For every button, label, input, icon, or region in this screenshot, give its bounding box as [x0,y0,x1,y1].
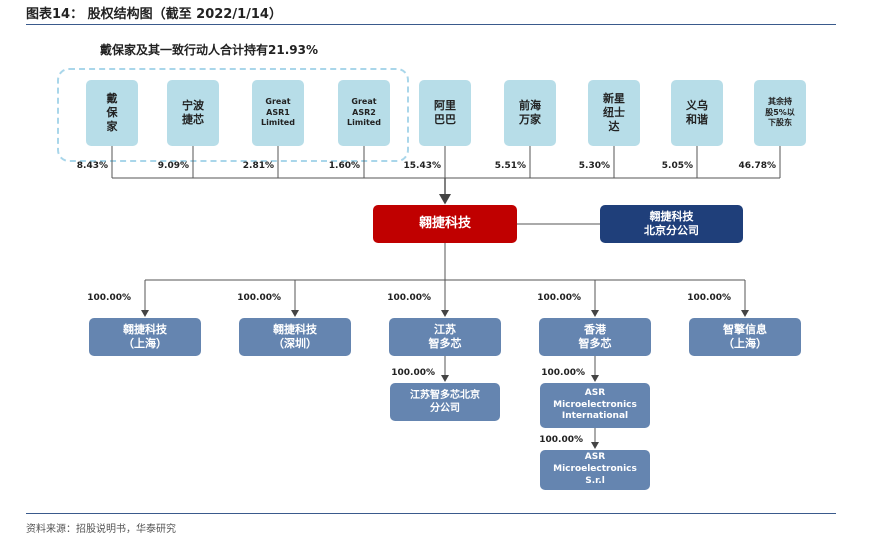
box-line: 戴 [106,91,118,105]
stake-label: 100.00% [541,368,585,378]
title: 图表14： 股权结构图（截至 2022/1/14） [26,7,282,22]
holder-lines [111,146,781,179]
box-line: 智多芯 [428,337,462,350]
box-line: （深圳） [273,337,317,350]
stake-label: 1.60% [328,161,360,171]
box-line: Great [265,97,291,107]
subsidiary-box: 智擎信息 （上海） [689,318,801,356]
box-line: 智擎信息 [723,322,767,336]
subsidiary-box: 香港 智多芯 [539,318,651,356]
box-line: Microelectronics [553,464,637,475]
stake-label: 15.43% [403,161,442,171]
box-line: 新星 [603,91,625,105]
shareholder-box: 戴保家 [86,80,138,146]
box-line: 家 [106,120,118,134]
box-line: 江苏 [434,322,456,336]
box-line: 宁波 [182,98,204,112]
stake-label: 2.81% [242,161,274,171]
stake-label: 100.00% [391,368,435,378]
subsidiary-box: 江苏 智多芯 [389,318,501,356]
subsidiary-box: 翱捷科技 （深圳） [239,318,351,356]
box-line: 香港 [584,322,606,336]
box-line: 阿里 [434,98,456,112]
shareholder-box: 义乌 和谐 [671,80,723,146]
stake-label: 9.09% [157,161,189,171]
box-line: 纽士 [603,105,625,119]
box-line: 股5%以 [765,107,795,117]
box-line: 下股东 [768,118,792,128]
source: 资料来源：招股说明书，华泰研究 [26,524,176,535]
subsidiary-box: 江苏智多芯北京 分公司 [390,383,500,421]
box-line: （上海） [723,337,767,350]
group-label: 戴保家及其一致行动人合计持有21.93% [100,43,318,57]
box-line: 达 [608,120,620,134]
box-line: ASR [584,387,606,398]
shareholder-box: 其余持 股5%以 下股东 [754,80,806,146]
stake-label: 100.00% [537,293,581,303]
shareholder-box: Great ASR1 Limited [252,80,304,146]
box-line: 北京分公司 [644,224,699,237]
box-line: 前海 [519,98,541,112]
box-line: 万家 [519,113,541,126]
box-line: Great [351,97,377,107]
shareholder-box: 前海 万家 [504,80,556,146]
box-line: 巴巴 [434,113,456,126]
stake-label: 8.43% [76,161,108,171]
box-line: 翱捷科技 [418,215,471,231]
stake-label: 100.00% [687,293,731,303]
shareholder-box: 新星 纽士达 [588,80,640,146]
shareholder-box: 宁波 捷芯 [167,80,219,146]
stake-label: 100.00% [87,293,131,303]
shareholder-box: 阿里 巴巴 [419,80,471,146]
subsidiary-box: 翱捷科技 （上海） [89,318,201,356]
company-box: 翱捷科技 [373,205,517,243]
sub-lines [145,243,745,281]
box-line: 捷芯 [182,113,204,126]
box-line: ASR [584,452,606,463]
box-line: 分公司 [430,403,460,414]
group-frame [57,68,409,162]
box-line: Microelectronics [553,399,637,410]
stake-label: 5.05% [661,161,693,171]
rule [26,24,836,25]
stake-label: 5.51% [494,161,526,171]
branch-box: 翱捷科技 北京分公司 [600,205,743,243]
box-line: Limited [261,118,295,128]
box-line: 翱捷科技 [273,322,317,336]
box-line: ASR1 [266,107,290,117]
box-line: 翱捷科技 [123,322,167,336]
stake-label: 46.78% [738,161,777,171]
shareholder-box: Great ASR2 Limited [338,80,390,146]
stake-label: 100.00% [237,293,281,303]
box-line: 和谐 [686,113,708,126]
box-line: 义乌 [686,98,708,112]
box-line: S.r.l [585,475,605,486]
subsidiary-box: ASR Microelectronics International [540,383,650,428]
stake-label: 100.00% [539,435,583,445]
rule [26,513,836,514]
box-line: 保 [106,105,118,119]
box-line: 其余持 [768,97,792,107]
box-line: ASR2 [352,107,376,117]
box-line: （上海） [123,337,167,350]
box-line: Limited [347,118,381,128]
box-line: 江苏智多芯北京 [410,390,480,401]
box-line: 智多芯 [578,337,612,350]
stake-label: 100.00% [387,293,431,303]
box-line: 翱捷科技 [649,209,694,223]
box-line: International [561,411,629,422]
stake-label: 5.30% [578,161,610,171]
subsidiary-box: ASR Microelectronics S.r.l [540,450,650,490]
